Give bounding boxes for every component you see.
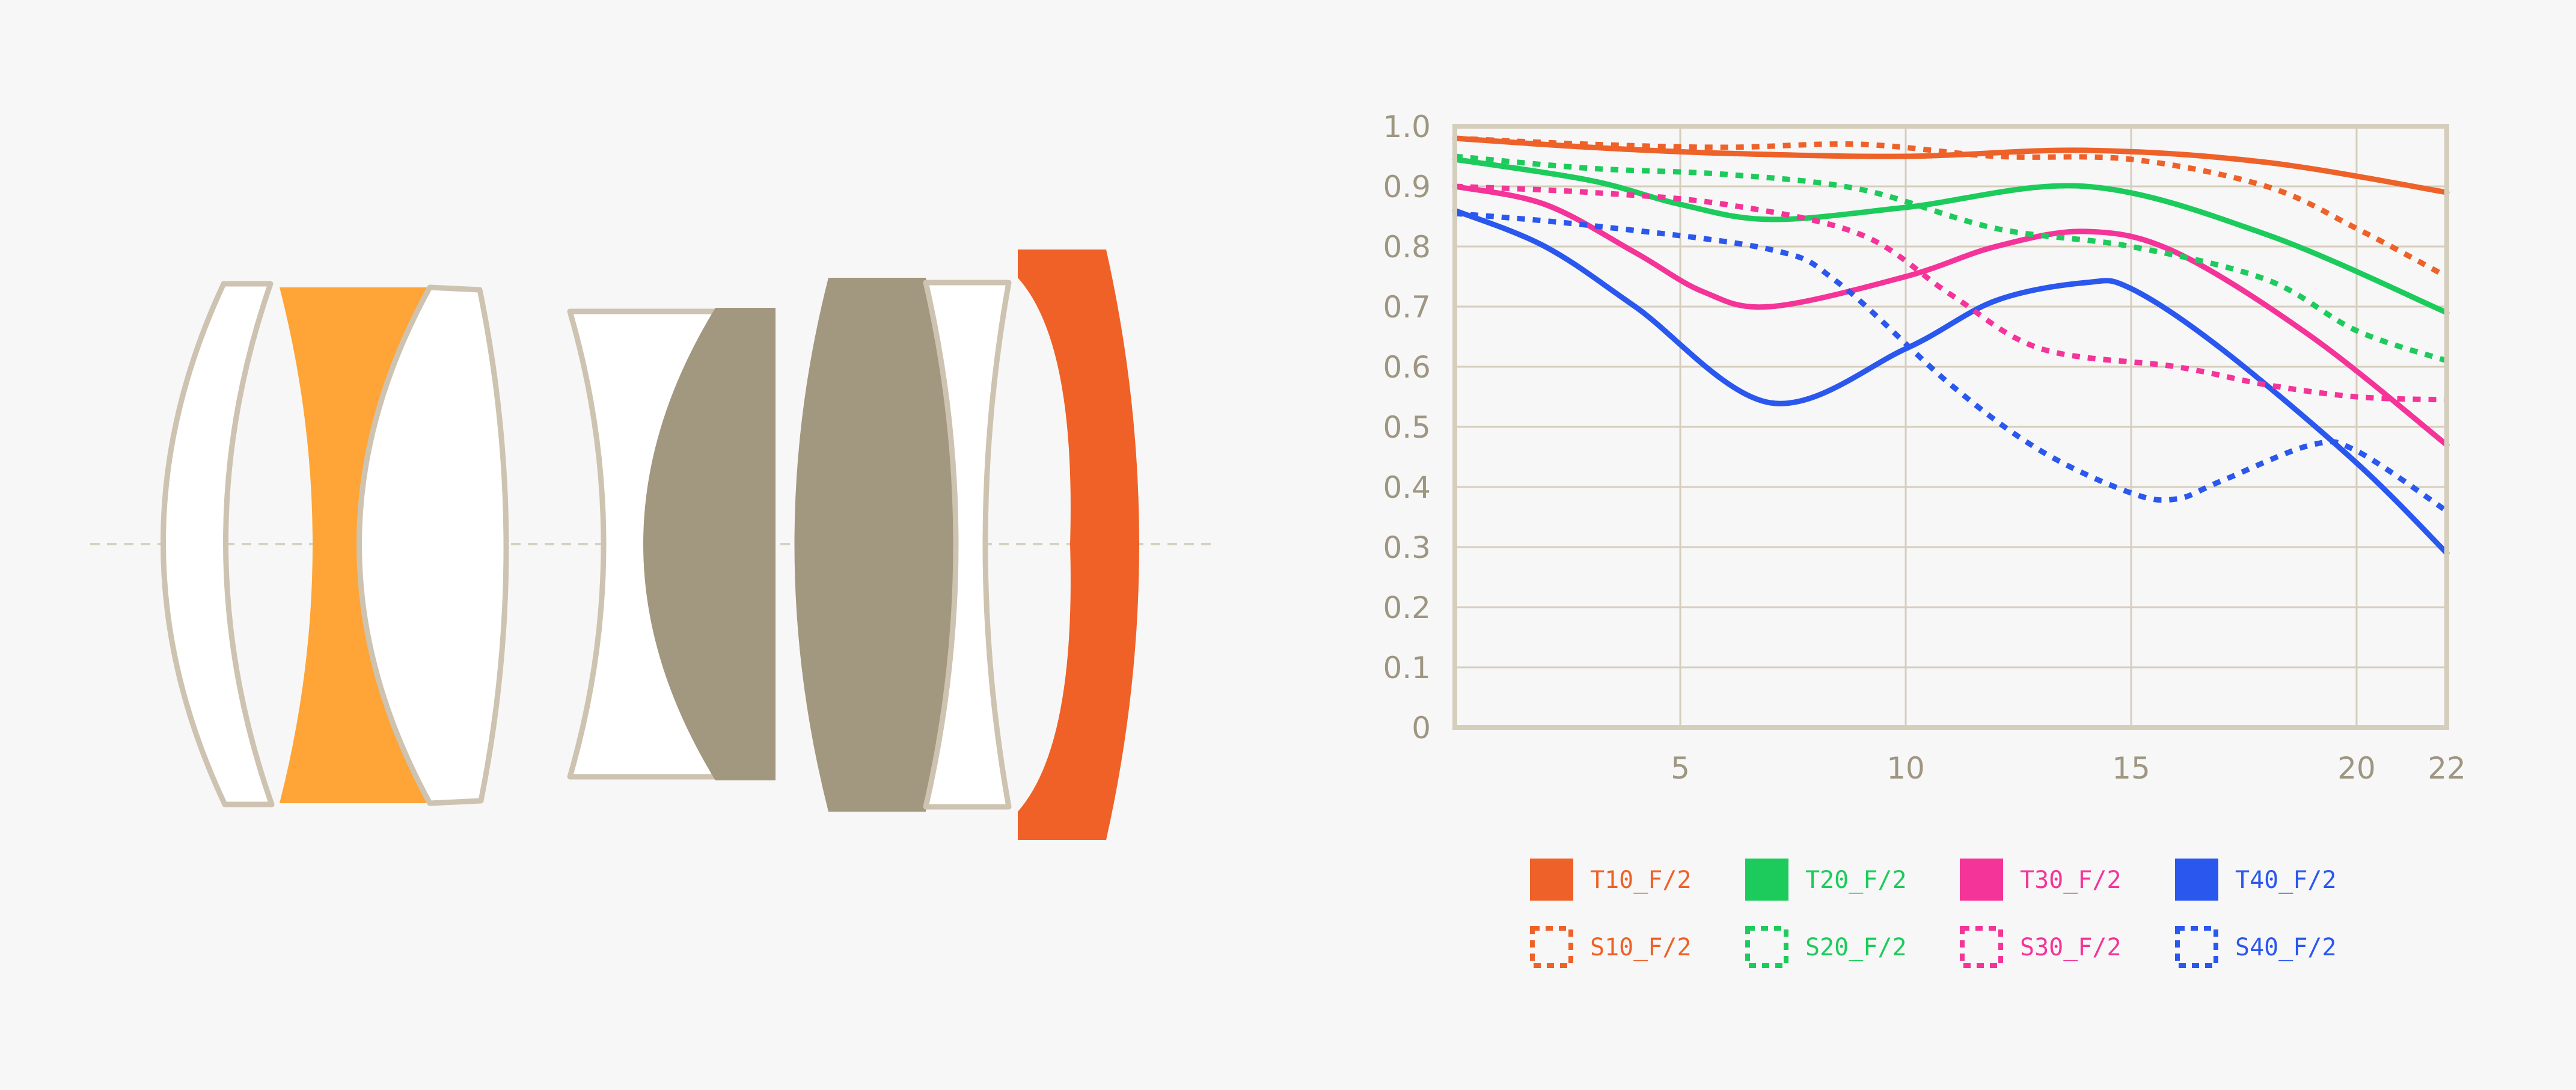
series-line-T10_F/2 [1452,135,2450,195]
series-line-T30_F/2 [1452,183,2450,448]
legend-label: S40_F/2 [2235,934,2337,961]
y-tick-label: 0.5 [1383,410,1431,445]
lens-element-1 [161,281,275,807]
y-tick-label: 0.6 [1383,350,1431,385]
legend-swatch [1960,859,2003,901]
legend-swatch [2175,859,2218,901]
legend-swatch [1745,926,1788,968]
series-line-S40_F/2 [1454,210,2449,513]
y-tick-label: 0.2 [1383,590,1431,625]
y-tick-label: 0.1 [1383,651,1431,685]
x-tick-label: 20 [2337,751,2376,786]
lens-element-7 [923,280,1012,810]
legend-label: S10_F/2 [1590,934,1692,961]
y-tick-label: 0.4 [1383,470,1431,505]
series-line-S30_F/2 [1454,183,2447,403]
x-tick-label: 10 [1886,751,1925,786]
lens-element-5 [643,308,776,780]
x-tick-label: 22 [2428,751,2466,786]
legend-label: T10_F/2 [1590,866,1692,894]
y-tick-label: 0.7 [1383,290,1431,325]
lens-element-6 [794,278,956,812]
x-tick-label: 15 [2112,751,2150,786]
lens-construction-diagram [90,250,1217,840]
x-axis-ticks: 5 10 15 20 22 [1671,751,2466,786]
chart-legend: T10_F/2 T20_F/2 T30_F/2 T40_F/2 S10_F/2 S20_F… [1530,859,2337,968]
y-tick-label: 0.9 [1383,170,1431,204]
series-line-T40_F/2 [1452,207,2450,556]
chart-frame [1452,124,2449,730]
series-line-S20_F/2 [1454,153,2448,364]
y-tick-label: 0.8 [1383,230,1431,265]
x-tick-label: 5 [1671,751,1690,786]
legend-label: S30_F/2 [2020,934,2122,961]
series-line-T20_F/2 [1452,156,2450,316]
legend-label: T30_F/2 [2020,866,2122,894]
legend-swatch [1960,926,2003,968]
legend-swatch [1745,859,1788,901]
legend-label: T40_F/2 [2235,866,2337,894]
chart-series [1452,135,2450,556]
legend-swatch [1530,859,1573,901]
y-tick-label: 0 [1412,711,1431,746]
legend-label: S20_F/2 [1805,934,1907,961]
mtf-chart: 0 0.1 0.2 0.3 0.4 0.5 0.6 0.7 0.8 0.9 1.0 5 10 15 20 2… [1383,109,2466,968]
series-line-S10_F/2 [1454,135,2449,279]
lens-element-3 [356,284,509,806]
legend-label: T20_F/2 [1805,866,1907,894]
legend-swatch [1530,926,1573,968]
lens-element-8-aspherical [1018,250,1139,840]
y-tick-label: 0.3 [1383,530,1431,565]
y-tick-label: 1.0 [1383,109,1431,144]
lens-element-2 [280,287,430,803]
legend-swatch [2175,926,2218,968]
y-axis-ticks: 0 0.1 0.2 0.3 0.4 0.5 0.6 0.7 0.8 0.9 1.0 [1383,109,1431,746]
